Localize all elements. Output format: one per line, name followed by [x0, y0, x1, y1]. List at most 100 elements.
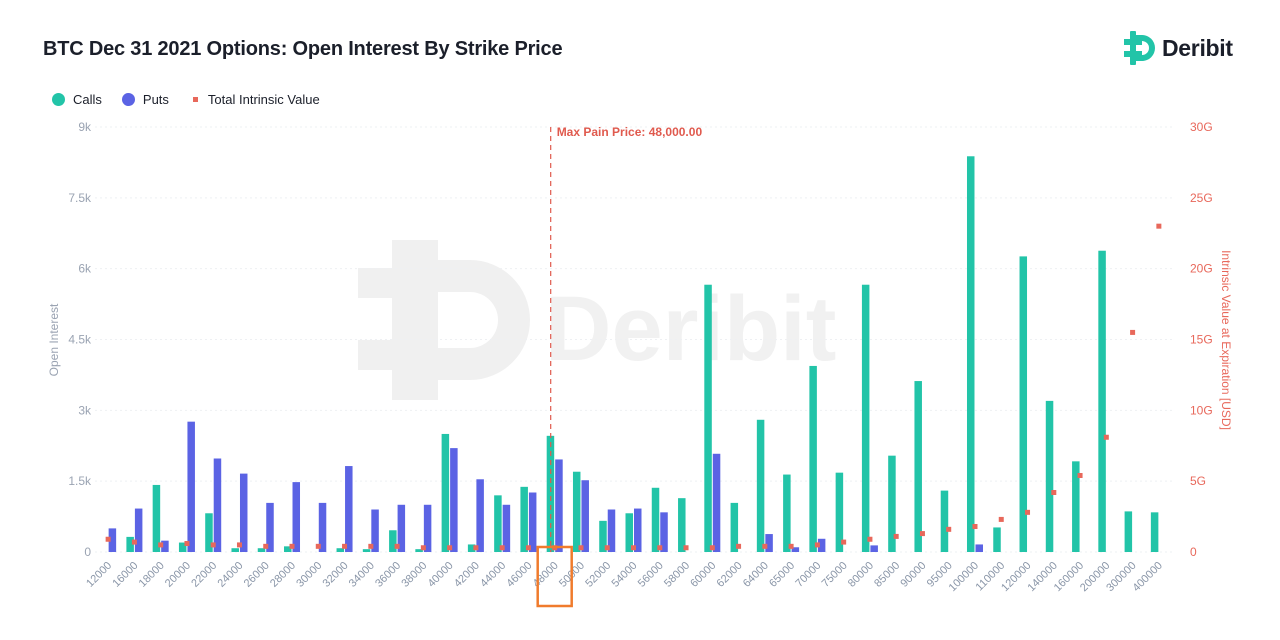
x-tick-label: 36000 [373, 560, 403, 590]
legend-item-calls[interactable]: Calls [52, 92, 102, 107]
x-tick-label: 52000 [583, 560, 613, 590]
x-tick-label: 60000 [688, 560, 718, 590]
puts-bar [712, 453, 721, 552]
y2-tick-label: 0 [1190, 545, 1197, 559]
y2-tick-label: 20G [1190, 262, 1213, 276]
y2-tick-label: 5G [1190, 474, 1206, 488]
calls-bar [704, 284, 712, 552]
intrinsic-value-point [788, 543, 794, 549]
intrinsic-value-point [473, 545, 479, 551]
calls-bar [835, 472, 844, 552]
legend-item-puts[interactable]: Puts [121, 92, 169, 107]
calls-bar [993, 527, 1001, 552]
puts-bar [634, 508, 642, 552]
brand: Deribit [1124, 30, 1233, 66]
intrinsic-value-point [1077, 473, 1083, 478]
intrinsic-value-point [919, 531, 925, 537]
intrinsic-value-point [263, 543, 269, 549]
x-tick-label: 42000 [452, 560, 482, 590]
intrinsic-value-point [210, 542, 216, 548]
intrinsic-value-point [1156, 223, 1162, 229]
intrinsic-value-point [657, 545, 663, 551]
puts-bar [266, 502, 274, 552]
x-tick-label: 24000 [215, 560, 245, 590]
x-tick-label: 100000 [947, 560, 981, 594]
x-tick-label: 400000 [1131, 560, 1165, 594]
y2-tick-label: 25G [1190, 191, 1213, 205]
x-tick-label: 12000 [84, 560, 114, 590]
calls-bar [389, 530, 397, 552]
calls-bar [152, 484, 161, 552]
y-tick-label: 6k [78, 262, 92, 276]
x-tick-label: 38000 [399, 560, 429, 590]
x-tick-label: 56000 [636, 560, 666, 590]
x-tick-label: 58000 [662, 560, 692, 590]
intrinsic-value-point [946, 526, 952, 532]
puts-bar [292, 482, 301, 552]
calls-bar [730, 502, 739, 552]
intrinsic-value-point [683, 545, 689, 551]
x-tick-label: 30000 [294, 560, 324, 590]
puts-bar [528, 492, 537, 552]
y2-axis-title: Intrinsic Value at Expiration [USD] [1219, 250, 1233, 430]
puts-bar [397, 504, 406, 552]
legend-label-puts: Puts [142, 92, 169, 107]
puts-bar [870, 545, 878, 552]
max-pain-label: Max Pain Price: 48,000.00 [557, 125, 703, 139]
calls-bar [940, 490, 949, 552]
puts-bar [765, 534, 773, 552]
puts-bar [187, 421, 195, 552]
intrinsic-value-point [289, 543, 295, 549]
intrinsic-value-point [420, 545, 426, 551]
intrinsic-value-point [631, 545, 636, 551]
max-pain-strike-highlight [536, 545, 573, 608]
calls-bar [178, 542, 187, 552]
calls-bar [257, 548, 266, 552]
x-tick-label: 20000 [163, 560, 193, 590]
puts-bar [161, 540, 169, 552]
calls-bar [231, 548, 239, 552]
x-tick-label: 32000 [321, 560, 351, 590]
puts-bar [239, 473, 248, 552]
puts-bar [975, 544, 983, 552]
puts-bar [108, 528, 117, 552]
calls-bar [572, 471, 581, 552]
y-tick-label: 9k [78, 120, 92, 134]
x-tick-label: 26000 [242, 560, 272, 590]
calls-bar [362, 549, 371, 552]
calls-bar [546, 435, 555, 552]
x-tick-label: 90000 [898, 560, 928, 590]
intrinsic-value-point [315, 543, 321, 549]
calls-legend-marker [52, 93, 65, 106]
calls-bar [966, 156, 975, 552]
calls-bar [467, 544, 476, 552]
calls-bar [888, 455, 896, 552]
x-tick-label: 85000 [872, 560, 902, 590]
calls-bar [1072, 461, 1080, 552]
legend-item-intrinsic-value[interactable]: Total Intrinsic Value [189, 92, 320, 107]
intrinsic-value-point [1025, 509, 1031, 515]
y2-tick-label: 30G [1190, 120, 1213, 134]
calls-bar [756, 419, 765, 552]
puts-bar [423, 504, 432, 552]
x-tick-label: 62000 [715, 560, 745, 590]
chart-title: BTC Dec 31 2021 Options: Open Interest B… [43, 38, 563, 60]
intrinsic-value-point [368, 543, 374, 549]
intrinsic-value-point [762, 543, 768, 549]
x-tick-label: 48000 [531, 560, 561, 590]
x-tick-label: 16000 [110, 560, 140, 590]
x-tick-label: 44000 [478, 560, 508, 590]
calls-bar [205, 513, 213, 552]
calls-bar [625, 513, 633, 552]
calls-bar [284, 546, 292, 552]
puts-bar [318, 502, 327, 552]
intrinsic-value-point [499, 545, 505, 551]
intrinsic-value-point [342, 543, 348, 549]
intrinsic-value-point [709, 545, 715, 551]
x-tick-label: 28000 [268, 560, 298, 590]
intrinsic-value-point [105, 536, 111, 542]
calls-bar [494, 495, 502, 552]
puts-bar [581, 480, 589, 552]
